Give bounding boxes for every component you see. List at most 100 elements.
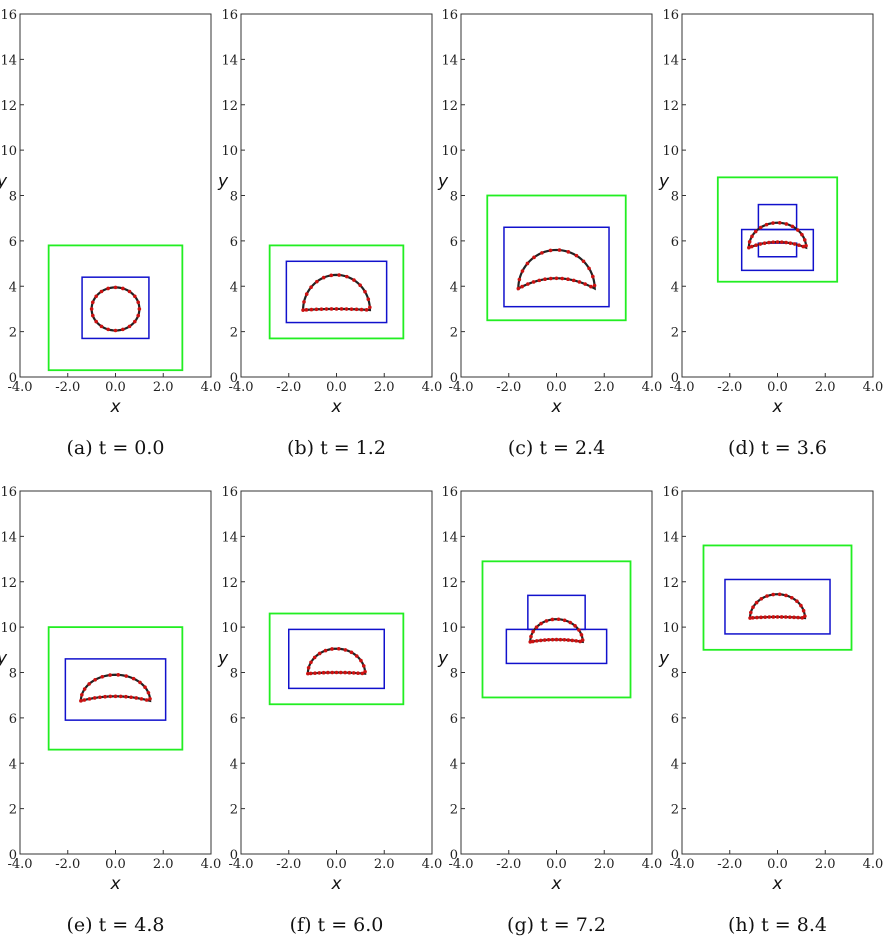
x-tick-label: 2.0 bbox=[815, 380, 836, 395]
interface-marker bbox=[779, 240, 784, 244]
panel-caption: (d) t = 3.6 bbox=[728, 437, 827, 459]
interface-marker bbox=[589, 284, 593, 289]
interface-marker bbox=[329, 307, 334, 311]
x-tick-label: 4.0 bbox=[422, 857, 443, 872]
panel-g: 0 2 4 6 8 10 12 14 16 -4.0 -2.0 0.0 2.0 4.0 x y (g) t = … bbox=[437, 485, 662, 936]
interface-marker bbox=[750, 616, 755, 620]
interface-marker bbox=[319, 307, 324, 311]
interface-marker bbox=[363, 289, 367, 294]
interface-marker bbox=[771, 592, 776, 597]
y-tick-label: 16 bbox=[221, 8, 238, 23]
y-tick-label: 10 bbox=[0, 144, 17, 159]
interface-marker bbox=[763, 615, 767, 619]
inner-region-box bbox=[285, 260, 388, 324]
x-tick-label: 0.0 bbox=[105, 857, 126, 872]
y-tick-label: 8 bbox=[230, 190, 238, 205]
y-tick-label: 10 bbox=[0, 621, 17, 636]
interface-marker bbox=[129, 695, 133, 700]
interface-marker bbox=[566, 277, 570, 282]
interface-marker bbox=[118, 694, 123, 699]
interface-marker bbox=[90, 313, 95, 318]
y-tick-label: 12 bbox=[0, 576, 17, 591]
interface-marker bbox=[87, 697, 92, 701]
interface-marker bbox=[592, 283, 597, 288]
y-tick-label: 6 bbox=[9, 235, 17, 250]
interface-marker bbox=[321, 275, 326, 280]
y-tick-label: 6 bbox=[9, 712, 17, 727]
interface-marker bbox=[364, 308, 369, 312]
interface-marker bbox=[562, 618, 567, 623]
interface-marker bbox=[358, 283, 362, 288]
inner-region-box bbox=[757, 203, 798, 231]
interface-marker bbox=[779, 615, 784, 619]
interface-marker bbox=[94, 319, 98, 324]
interface-marker bbox=[784, 240, 788, 245]
interface-marker bbox=[324, 307, 329, 311]
interface-marker bbox=[771, 615, 776, 619]
x-tick-label: -4.0 bbox=[7, 380, 32, 395]
interface-marker bbox=[359, 307, 364, 312]
y-tick-label: 2 bbox=[230, 803, 238, 818]
interface-marker bbox=[804, 243, 808, 248]
interface-marker bbox=[343, 670, 347, 675]
interface-marker bbox=[336, 646, 341, 651]
interface-marker bbox=[550, 637, 555, 642]
y-axis-label: y bbox=[658, 171, 670, 191]
y-tick-label: 4 bbox=[671, 280, 679, 295]
interface-marker bbox=[517, 277, 522, 282]
interface-marker bbox=[546, 638, 551, 642]
panel-caption: (a) t = 0.0 bbox=[66, 437, 164, 459]
interface-marker bbox=[82, 698, 87, 702]
panel-d: 0 2 4 6 8 10 12 14 16 -4.0 -2.0 0.0 2.0 4.0 x y (d) t = … bbox=[658, 8, 883, 459]
x-tick-label: 2.0 bbox=[374, 857, 395, 872]
x-tick-label: 0.0 bbox=[326, 380, 347, 395]
interface-marker bbox=[99, 289, 104, 294]
interface-marker bbox=[749, 244, 754, 249]
interface-marker bbox=[121, 286, 125, 291]
y-tick-label: 4 bbox=[671, 757, 679, 772]
interface-marker bbox=[359, 658, 363, 663]
interface-marker bbox=[334, 307, 339, 311]
interface-marker bbox=[363, 669, 367, 674]
interface-marker bbox=[777, 221, 782, 225]
x-tick-label: -4.0 bbox=[448, 857, 473, 872]
interface-marker bbox=[113, 285, 118, 290]
y-tick-label: 6 bbox=[671, 712, 679, 727]
interface-marker bbox=[577, 628, 581, 632]
interface-marker bbox=[143, 685, 147, 690]
y-tick-label: 14 bbox=[221, 53, 238, 68]
interface-marker bbox=[106, 286, 110, 291]
y-tick-label: 8 bbox=[671, 190, 679, 205]
interface-marker bbox=[751, 605, 755, 610]
x-tick-label: 2.0 bbox=[374, 380, 395, 395]
interface-marker bbox=[131, 676, 136, 681]
interface-marker bbox=[134, 696, 139, 700]
x-tick-label: -4.0 bbox=[448, 380, 473, 395]
interface-marker bbox=[538, 638, 543, 643]
interface-marker bbox=[301, 308, 305, 312]
y-tick-label: 4 bbox=[230, 757, 238, 772]
x-axis-label: x bbox=[550, 397, 562, 417]
interface-marker bbox=[799, 603, 803, 608]
interface-marker bbox=[345, 274, 349, 279]
interface-marker bbox=[750, 234, 754, 239]
y-tick-label: 12 bbox=[221, 99, 238, 114]
x-tick-label: -2.0 bbox=[717, 380, 742, 395]
x-tick-label: 0.0 bbox=[105, 380, 126, 395]
interface-marker bbox=[321, 670, 326, 675]
y-axis-label: y bbox=[658, 648, 670, 668]
interface-marker bbox=[306, 666, 311, 670]
interface-marker bbox=[103, 694, 107, 699]
x-tick-label: -2.0 bbox=[276, 380, 301, 395]
y-tick-label: 2 bbox=[450, 803, 458, 818]
interface-marker bbox=[777, 592, 782, 597]
y-tick-label: 14 bbox=[441, 530, 458, 545]
interface-marker bbox=[792, 615, 796, 620]
interface-marker bbox=[568, 620, 573, 625]
interface-marker bbox=[531, 280, 536, 284]
x-tick-label: -2.0 bbox=[496, 857, 521, 872]
interface-marker bbox=[127, 324, 132, 329]
interface-marker bbox=[323, 648, 328, 653]
interface-marker bbox=[543, 277, 547, 282]
interface-marker bbox=[566, 250, 571, 254]
